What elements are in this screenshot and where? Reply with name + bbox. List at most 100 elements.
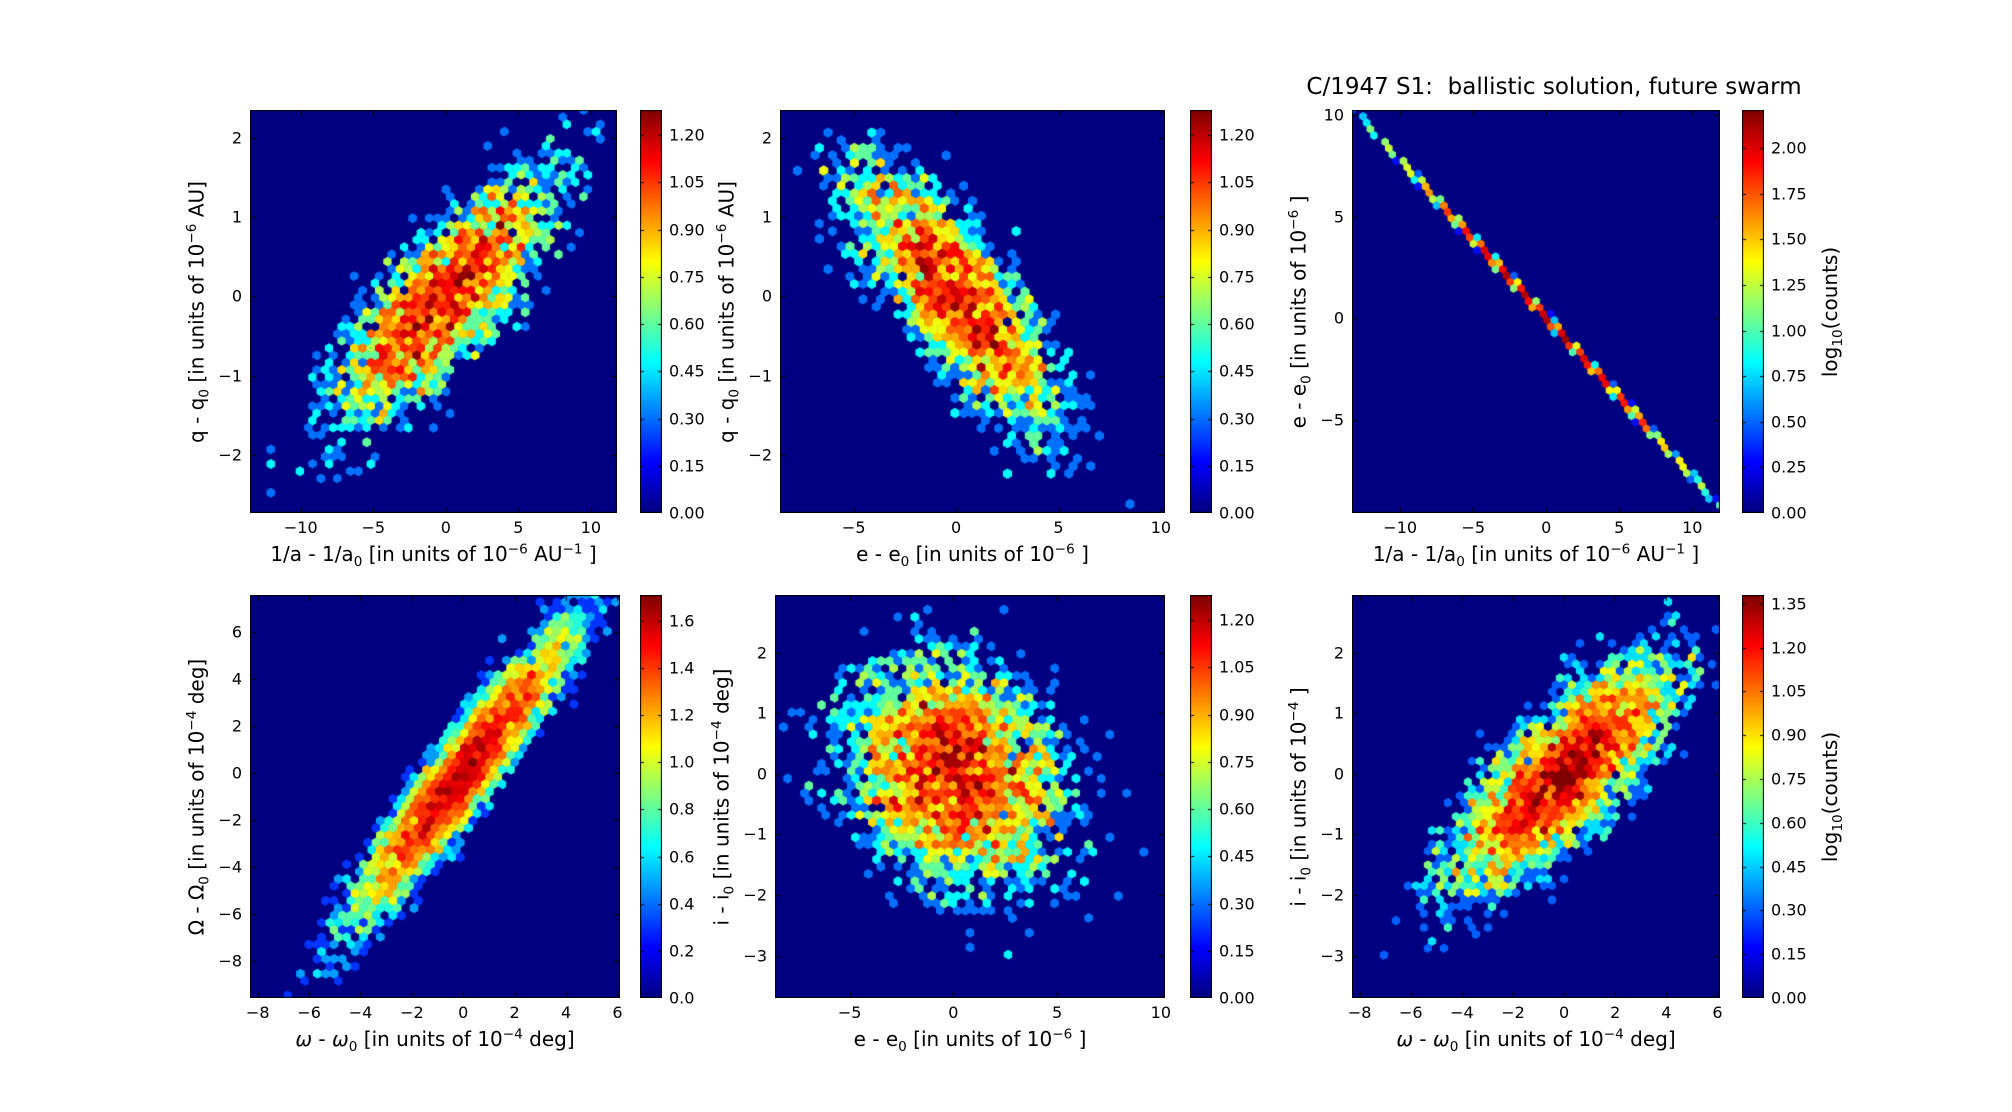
label-segment: 0 xyxy=(348,1038,358,1055)
y-tick-label: −1 xyxy=(1320,824,1344,844)
colorbar-tick-label: 0.15 xyxy=(1771,944,1807,964)
y-tick-label: 0 xyxy=(231,763,242,783)
label-segment: 0 xyxy=(1449,1038,1459,1055)
label-segment: [in units of 10 xyxy=(709,739,734,886)
label-segment: −6 xyxy=(507,541,528,557)
y-tick-label: −1 xyxy=(748,366,772,386)
colorbar-tick-label: 0.00 xyxy=(1219,503,1255,523)
label-segment: 0 xyxy=(900,553,910,570)
label-segment: −6 xyxy=(1285,209,1302,230)
colorbar-tick-label: 0.90 xyxy=(1219,705,1255,725)
colorbar-tick-label: 0.15 xyxy=(669,456,705,476)
label-segment: deg] xyxy=(184,658,209,711)
colorbar-canvas-di-vs-domega xyxy=(1742,595,1764,998)
label-segment: 10 xyxy=(1830,328,1846,347)
x-tick-label: −5 xyxy=(1461,518,1485,537)
x-tick-label: 0 xyxy=(1559,1003,1570,1022)
label-segment: −6 xyxy=(1054,541,1075,557)
label-segment: ω xyxy=(1396,1026,1414,1051)
x-tick-label: 5 xyxy=(1053,518,1064,537)
colorbar-tick-label: 1.6 xyxy=(669,611,695,631)
label-segment: −4 xyxy=(183,710,200,731)
colorbar-tick-label: 0.45 xyxy=(1771,857,1807,877)
label-segment: 0 xyxy=(353,553,363,570)
colorbar-tick-label: 0.60 xyxy=(1219,314,1255,334)
colorbar-tick-label: 0.30 xyxy=(669,409,705,429)
y-axis-label: i - i0 [in units of 10−4 deg] xyxy=(709,668,738,925)
label-segment: 0 xyxy=(898,1038,907,1055)
x-axis-label: e - e0 [in units of 10−6 ] xyxy=(856,541,1089,570)
label-segment: Ω - Ω xyxy=(184,884,209,935)
label-segment: deg] xyxy=(709,668,734,720)
colorbar-tick-label: 0.90 xyxy=(1771,725,1807,745)
colorbar-tick-label: 1.50 xyxy=(1771,229,1807,249)
hexbin-canvas-dOmega-vs-domega xyxy=(250,595,620,998)
x-tick-label: 10 xyxy=(1150,1003,1172,1022)
label-segment: [in units of 10 xyxy=(1458,1026,1604,1051)
label-segment: log xyxy=(1818,346,1842,377)
colorbar-tick-label: 1.05 xyxy=(1771,681,1807,701)
y-tick-label: 0 xyxy=(231,286,242,306)
label-segment: 1/a - 1/a xyxy=(270,541,354,566)
hexbin-canvas-de-vs-dinva xyxy=(1352,110,1720,513)
colorbar-tick-label: 1.0 xyxy=(669,752,695,772)
label-segment: AU xyxy=(527,541,563,566)
y-tick-label: 2 xyxy=(231,716,242,736)
colorbar-tick-label: 0.45 xyxy=(1219,846,1255,866)
colorbar-tick-label: 1.05 xyxy=(669,172,705,192)
x-tick-label: −2 xyxy=(1501,1003,1525,1022)
x-tick-label: 4 xyxy=(560,1003,572,1022)
label-segment: 0 xyxy=(1298,866,1315,876)
y-tick-label: 0 xyxy=(756,764,767,784)
colorbar-tick-label: 1.20 xyxy=(1219,610,1255,630)
label-segment: −4 xyxy=(708,719,725,740)
colorbar-tick-label: 0.30 xyxy=(1771,900,1807,920)
label-segment: - xyxy=(1413,1026,1433,1051)
y-tick-label: −2 xyxy=(1320,885,1344,905)
colorbar-tick-label: 0.75 xyxy=(1771,366,1807,386)
label-segment: ] xyxy=(1286,686,1311,702)
x-tick-label: 10 xyxy=(580,518,602,537)
label-segment: −4 xyxy=(502,1026,523,1042)
label-segment: [in units of 10 xyxy=(1286,229,1311,375)
y-tick-label: −2 xyxy=(748,445,772,465)
label-segment: - xyxy=(312,1026,332,1051)
label-segment: deg] xyxy=(1623,1026,1676,1051)
hexbin-canvas-dq-vs-de xyxy=(780,110,1165,513)
x-tick-label: −8 xyxy=(1347,1003,1372,1022)
label-segment: [in units of 10 xyxy=(906,1026,1053,1051)
x-axis-label: 1/a - 1/a0 [in units of 10−6 AU−1 ] xyxy=(1373,541,1699,570)
y-tick-label: 1 xyxy=(761,207,772,227)
colorbar-tick-label: 1.75 xyxy=(1771,184,1807,204)
label-segment: ] xyxy=(1685,541,1700,566)
y-tick-label: −6 xyxy=(218,904,242,924)
label-segment: (counts) xyxy=(1818,246,1842,329)
y-tick-label: 2 xyxy=(761,128,772,148)
x-tick-label: 6 xyxy=(1712,1003,1723,1022)
y-tick-label: 0 xyxy=(1333,764,1344,784)
x-tick-label: 2 xyxy=(1610,1003,1621,1022)
x-tick-label: −4 xyxy=(348,1003,373,1022)
y-tick-label: −5 xyxy=(1320,410,1344,430)
y-tick-label: −1 xyxy=(218,366,242,386)
colorbar-tick-label: 0.4 xyxy=(669,894,695,914)
y-axis-label: q - q0 [in units of 10−6 AU] xyxy=(184,181,213,443)
hexbin-canvas-di-vs-domega xyxy=(1352,595,1720,998)
label-segment: [in units of 10 xyxy=(184,730,209,876)
x-tick-label: 0 xyxy=(440,518,451,537)
label-segment: AU] xyxy=(184,180,209,224)
label-segment: AU xyxy=(1630,541,1665,566)
colorbar-tick-label: 0.15 xyxy=(1219,941,1255,961)
colorbar-tick-label: 1.35 xyxy=(1771,594,1807,614)
label-segment: AU] xyxy=(714,180,739,224)
label-segment: deg] xyxy=(522,1026,575,1051)
colorbar-tick-label: 1.20 xyxy=(669,125,705,145)
x-tick-label: 5 xyxy=(513,518,524,537)
colorbar-tick-label: 1.2 xyxy=(669,705,695,725)
x-tick-label: −2 xyxy=(400,1003,424,1022)
hexbin-canvas-dq-vs-dinva xyxy=(250,110,617,513)
x-tick-label: 5 xyxy=(1052,1003,1063,1022)
label-segment: ] xyxy=(1286,195,1311,210)
label-segment: 0 xyxy=(196,388,213,398)
